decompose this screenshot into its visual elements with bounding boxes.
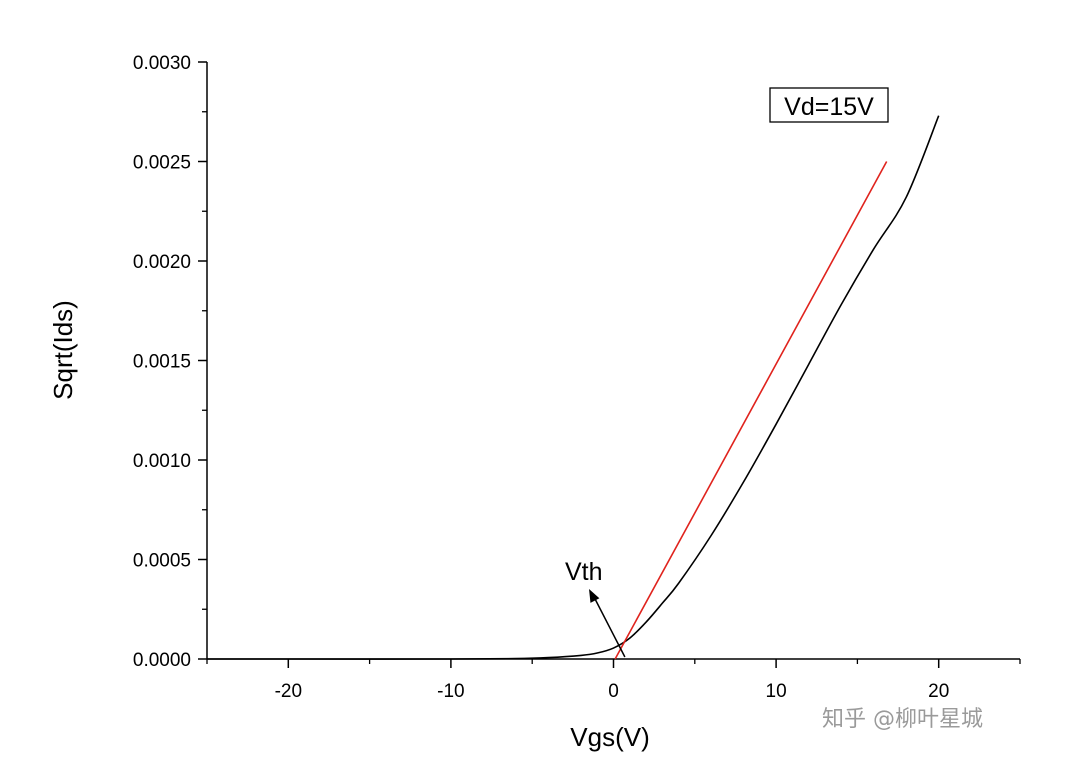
y-tick-label: 0.0020 — [133, 252, 191, 273]
annotation-vd-label: Vd=15V — [784, 93, 874, 121]
y-tick-label: 0.0025 — [133, 153, 191, 174]
x-axis-title: Vgs(V) — [570, 722, 649, 752]
series-layer — [206, 115, 940, 660]
annotation-vd-frame — [769, 87, 889, 123]
x-tick-label: -20 — [275, 681, 302, 702]
annotation-vd-box: Vd=15V — [769, 87, 889, 123]
y-tick-label: 0.0030 — [133, 53, 191, 74]
y-tick-label: 0.0015 — [133, 352, 191, 373]
annotation-vth: Vth — [565, 558, 626, 658]
x-tick-label: 0 — [608, 681, 619, 702]
annotation-vth-label: Vth — [565, 558, 603, 586]
x-tick-label: -10 — [437, 681, 464, 702]
watermark-text: 知乎 @柳叶星城 — [822, 707, 983, 732]
y-axis-ticks: 0.0000 0.0005 0.0010 0.0015 0.0020 0.0025 0.00… — [133, 53, 207, 671]
transfer-curve-line — [206, 115, 940, 660]
linear-fit-line — [614, 161, 888, 660]
x-tick-label: 10 — [766, 681, 787, 702]
vth-arrow-head — [589, 589, 600, 603]
x-axis-ticks: -20 -10 0 10 20 — [206, 659, 1021, 702]
y-axis-title: Sqrt(Ids) — [48, 300, 78, 400]
x-tick-label: 20 — [928, 681, 949, 702]
y-tick-label: 0.0005 — [133, 551, 191, 572]
y-tick-label: 0.0000 — [133, 650, 191, 671]
y-tick-label: 0.0010 — [133, 451, 191, 472]
vth-arrow-line — [592, 594, 626, 658]
